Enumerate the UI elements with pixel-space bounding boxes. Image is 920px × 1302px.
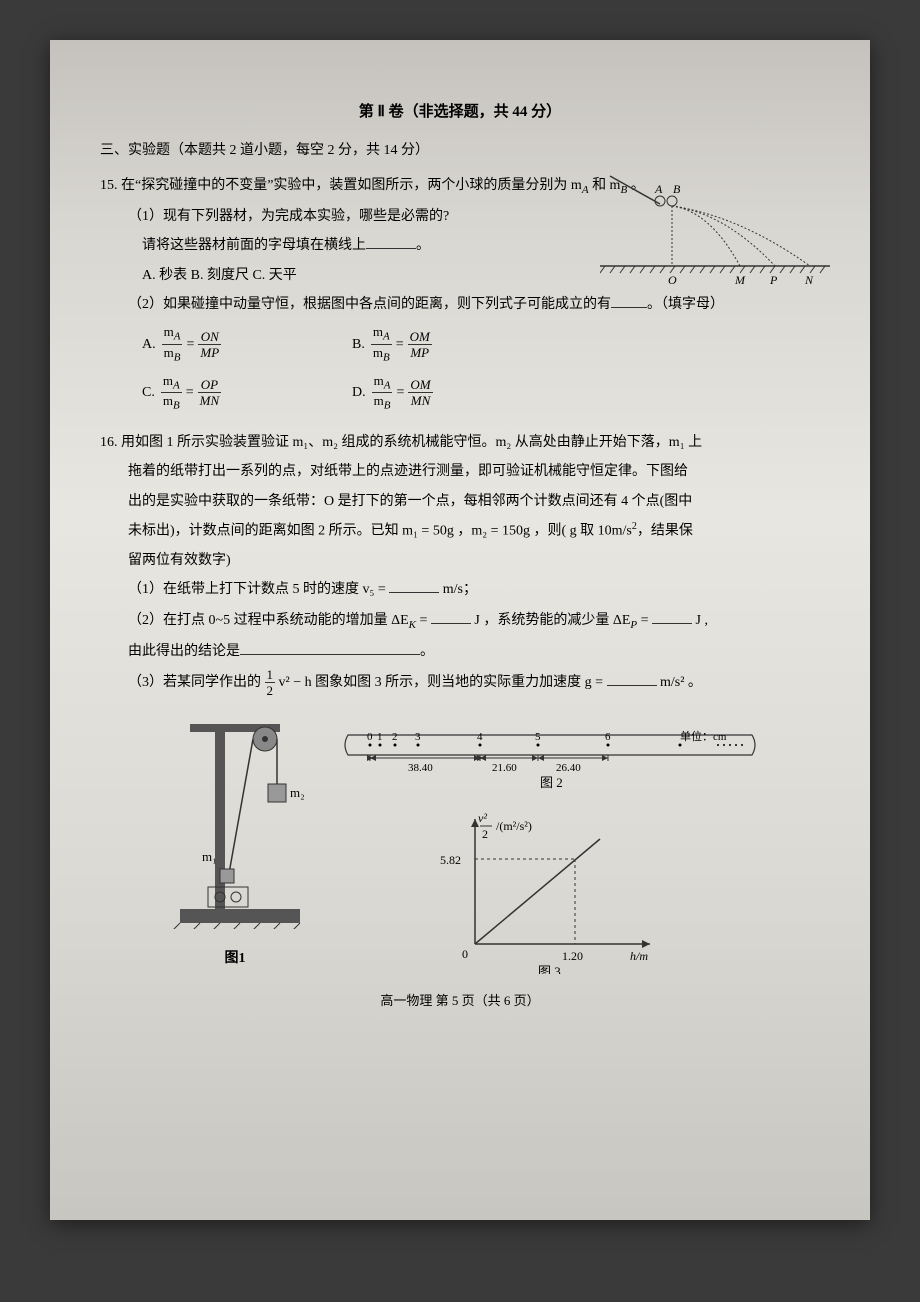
blank-input xyxy=(652,609,692,624)
q15-stem-a: 在“探究碰撞中的不变量”实验中，装置如图所示，两个小球的质量分别为 m xyxy=(121,178,582,193)
q16-sub1: （1）在纸带上打下计数点 5 时的速度 v₅ = m/s； xyxy=(100,575,820,606)
option-b: B. mAmB = OMMP xyxy=(352,325,532,363)
option-a: A. mAmB = ONMP xyxy=(142,325,322,363)
page-footer: 高一物理 第 5 页（共 6 页） xyxy=(100,990,820,1009)
part-title: 第 Ⅱ 卷（非选择题，共 44 分） xyxy=(100,100,820,121)
option-c: C. mAmB = OPMN xyxy=(142,374,322,412)
svg-text:6: 6 xyxy=(605,731,611,743)
svg-text:2: 2 xyxy=(482,827,488,841)
figure-1: m₂ m₁ 图1 xyxy=(160,709,310,974)
svg-text:P: P xyxy=(769,273,778,287)
figures-container: m₂ m₁ 图1 xyxy=(100,709,820,974)
svg-text:m₁: m₁ xyxy=(202,849,217,864)
right-figures: 0 1 2 3 4 5 6 单位：cm xyxy=(340,727,760,973)
q15-sub2: （2）如果碰撞中动量守恒，根据图中各点间的距离，则下列式子可能成立的有。（填字母… xyxy=(100,290,820,319)
svg-text:5: 5 xyxy=(535,731,541,743)
svg-text:0: 0 xyxy=(367,731,373,743)
svg-text:B: B xyxy=(673,182,681,196)
svg-text:v²: v² xyxy=(478,811,487,825)
svg-text:/(m²/s²): /(m²/s²) xyxy=(496,819,532,833)
svg-text:38.40: 38.40 xyxy=(408,762,433,774)
q15-options: A. mAmB = ONMP B. mAmB = OMMP C. mAmB = … xyxy=(142,325,820,411)
q16-num: 16. xyxy=(100,435,118,450)
exam-page: 第 Ⅱ 卷（非选择题，共 44 分） 三、实验题（本题共 2 道小题，每空 2 … xyxy=(50,40,870,1220)
svg-text:21.60: 21.60 xyxy=(492,762,517,774)
svg-text:单位：cm: 单位：cm xyxy=(680,729,727,743)
svg-text:m₂: m₂ xyxy=(290,785,305,800)
option-d: D. mAmB = OMMN xyxy=(352,374,532,412)
blank-input xyxy=(389,578,439,593)
svg-text:O: O xyxy=(668,273,677,287)
svg-text:图 2: 图 2 xyxy=(540,775,563,790)
section-heading: 三、实验题（本题共 2 道小题，每空 2 分，共 14 分） xyxy=(100,139,820,159)
blank-input xyxy=(431,609,471,624)
svg-text:A: A xyxy=(654,182,663,196)
svg-text:4: 4 xyxy=(477,731,483,743)
svg-text:N: N xyxy=(804,273,814,287)
svg-text:2: 2 xyxy=(392,731,398,743)
svg-text:0: 0 xyxy=(462,947,468,961)
question-15: 15. 在“探究碰撞中的不变量”实验中，装置如图所示，两个小球的质量分别为 m A… xyxy=(100,171,820,412)
blank-input xyxy=(240,640,420,655)
svg-text:26.40: 26.40 xyxy=(556,762,581,774)
svg-text:h/m: h/m xyxy=(630,949,648,963)
q16-sub2: （2）在打点 0~5 过程中系统动能的增加量 ΔEK = J ，系统势能的减少量… xyxy=(100,606,820,668)
svg-text:3: 3 xyxy=(415,731,421,743)
q16-sub3: （3）若某同学作出的 12 v² − h 图象如图 3 所示，则当地的实际重力加… xyxy=(100,668,820,699)
figure-3-graph: v² 2 /(m²/s²) 5.82 0 1.20 h/m 图 3 xyxy=(420,804,680,974)
collision-diagram: A B O M P N xyxy=(600,171,830,291)
svg-text:1.20: 1.20 xyxy=(562,949,583,963)
svg-text:M: M xyxy=(734,273,746,287)
svg-text:1: 1 xyxy=(377,731,383,743)
svg-text:5.82: 5.82 xyxy=(440,853,461,867)
blank-input xyxy=(607,671,657,686)
blank-input xyxy=(366,234,416,249)
question-16: 16. 用如图 1 所示实验装置验证 m₁、m₂ 组成的系统机械能守恒。m₂ 从… xyxy=(100,428,820,974)
figure-2-tape: 0 1 2 3 4 5 6 单位：cm xyxy=(340,727,760,792)
svg-text:图 3: 图 3 xyxy=(538,964,561,974)
q15-num: 15. xyxy=(100,178,118,193)
blank-input xyxy=(611,293,647,308)
